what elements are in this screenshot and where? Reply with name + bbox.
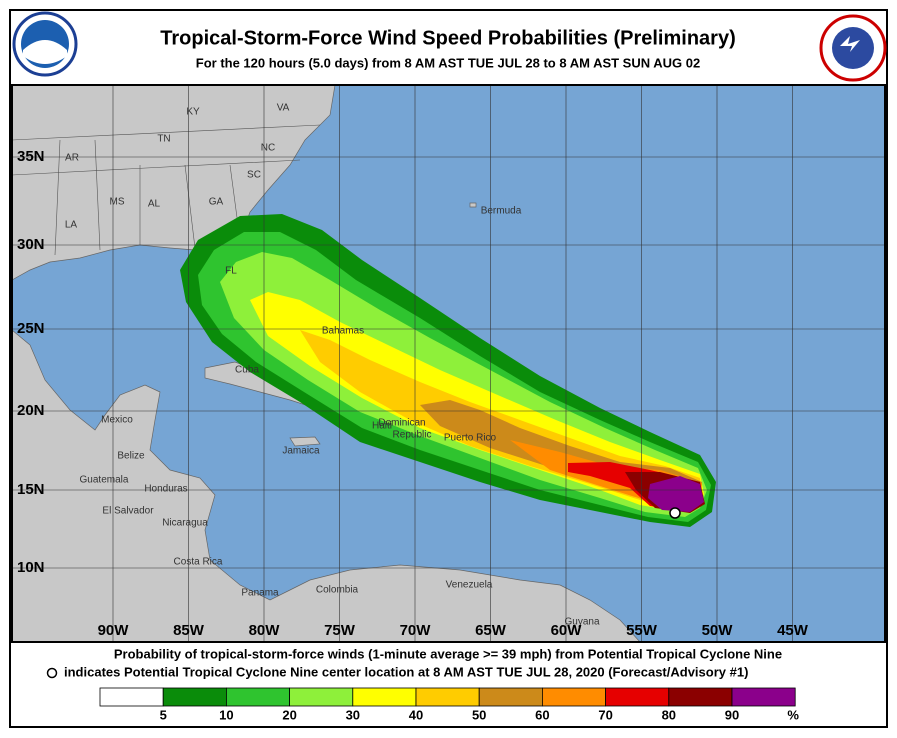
legend-label: 80 [662, 707, 676, 722]
legend-label: 90 [725, 707, 739, 722]
longitude-label: 55W [626, 622, 658, 639]
place-label: Dominican [378, 418, 425, 429]
latitude-label: 25N [17, 320, 45, 337]
longitude-label: 80W [249, 622, 281, 639]
probability-swath [180, 214, 716, 527]
legend-label: 40 [409, 707, 423, 722]
place-label: Belize [117, 451, 145, 462]
place-label: LA [65, 220, 78, 231]
legend-label: % [787, 707, 799, 722]
place-label: Honduras [144, 484, 187, 495]
subtitle: For the 120 hours (5.0 days) from 8 AM A… [196, 55, 700, 70]
legend: 5 10 20 30 40 50 60 70 80 90% [99, 687, 799, 722]
legend-swatch [542, 687, 607, 707]
legend-label: 50 [472, 707, 486, 722]
map: KY VA TN NC AR SC MS AL GA LA FL Bermuda Bahamas Cuba… [12, 85, 885, 642]
noaa-logo [12, 11, 78, 77]
place-label: Guyana [564, 617, 599, 628]
legend-swatch [289, 687, 354, 707]
legend-swatch [162, 687, 227, 707]
place-label: MS [110, 197, 125, 208]
place-label: Jamaica [282, 446, 320, 457]
place-label: AR [65, 153, 79, 164]
legend-swatch [605, 687, 670, 707]
map-frame [11, 84, 886, 643]
state-borders [12, 124, 321, 256]
legend-label: 5 [160, 707, 167, 722]
latitude-label: 30N [17, 236, 45, 253]
place-label: Colombia [316, 585, 359, 596]
legend-swatch [352, 687, 417, 707]
legend-label: 20 [282, 707, 296, 722]
place-label: VA [277, 103, 290, 114]
longitude-label: 85W [173, 622, 205, 639]
legend-label: 70 [598, 707, 612, 722]
place-label: Haiti [372, 421, 392, 432]
place-label: Mexico [101, 415, 133, 426]
longitude-label: 75W [324, 622, 356, 639]
place-label: Puerto Rico [444, 433, 497, 444]
longitude-label: 45W [777, 622, 809, 639]
place-label: Venezuela [446, 580, 493, 591]
legend-swatch [99, 687, 164, 707]
place-label: FL [225, 266, 237, 277]
nws-logo [819, 14, 887, 82]
legend-label: 30 [346, 707, 360, 722]
place-label: AL [148, 199, 161, 210]
longitude-label: 90W [98, 622, 130, 639]
place-label: Bahamas [322, 326, 364, 337]
place-label: Guatemala [80, 475, 129, 486]
place-label: TN [157, 134, 170, 145]
gridlines [12, 85, 885, 642]
place-label: SC [247, 170, 261, 181]
place-label: Panama [241, 588, 279, 599]
title: Tropical-Storm-Force Wind Speed Probabil… [160, 27, 736, 49]
legend-label: 60 [535, 707, 549, 722]
longitude-label: 65W [475, 622, 507, 639]
place-labels: KY VA TN NC AR SC MS AL GA LA FL Bermuda Bahamas Cuba… [65, 103, 600, 628]
longitude-label: 60W [551, 622, 583, 639]
place-label: Costa Rica [174, 557, 223, 568]
longitude-label: 70W [400, 622, 432, 639]
place-label: El Salvador [102, 506, 154, 517]
longitude-label: 50W [702, 622, 734, 639]
legend-swatch [478, 687, 543, 707]
swath-band [648, 476, 704, 512]
place-label: NC [261, 143, 275, 154]
center-marker [669, 507, 681, 519]
latitude-label: 20N [17, 402, 45, 419]
legend-swatch [668, 687, 733, 707]
caption-line2: indicates Potential Tropical Cyclone Nin… [64, 664, 748, 679]
legend-label: 10 [219, 707, 233, 722]
place-label: Cuba [235, 365, 259, 376]
legend-swatch [225, 687, 290, 707]
caption-line1: Probability of tropical-storm-force wind… [114, 646, 782, 661]
latitude-label: 10N [17, 559, 45, 576]
place-label: Nicaragua [162, 518, 208, 529]
place-label: Bermuda [481, 206, 522, 217]
latitude-label: 35N [17, 148, 45, 165]
place-label: KY [186, 107, 200, 118]
place-label: Republic [393, 430, 432, 441]
caption-marker [46, 667, 58, 679]
legend-swatch [415, 687, 480, 707]
place-label: GA [209, 197, 224, 208]
legend-swatch [731, 687, 796, 707]
latitude-label: 15N [17, 481, 45, 498]
